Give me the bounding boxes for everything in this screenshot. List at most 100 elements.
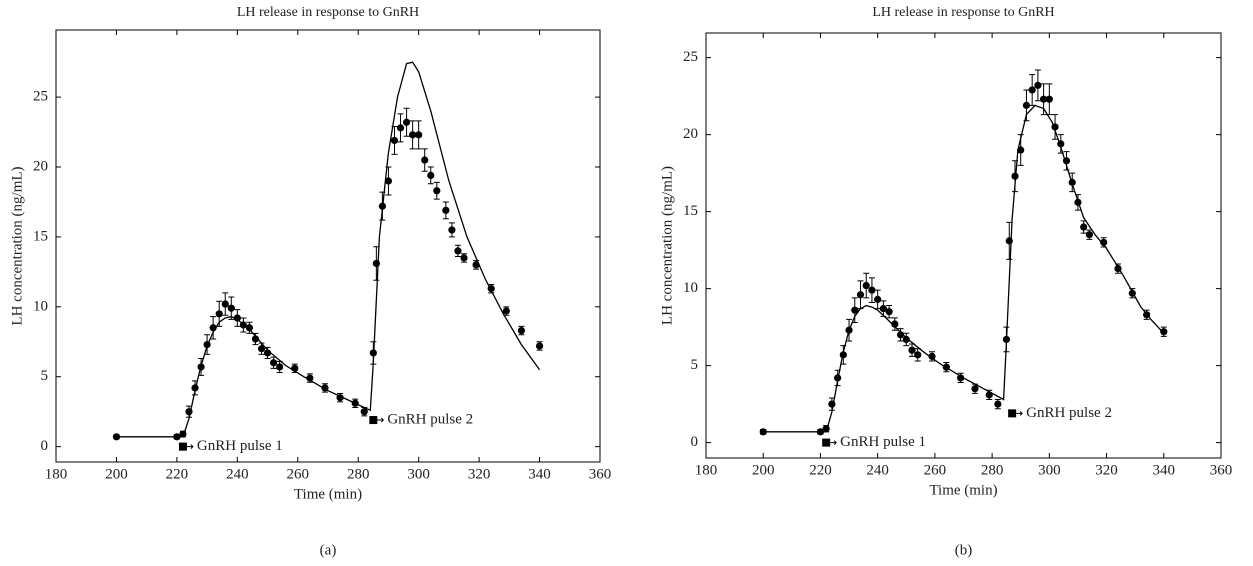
data-point — [221, 300, 229, 308]
y-tick-label: 15 — [683, 203, 698, 219]
data-point — [369, 349, 377, 357]
data-point — [239, 321, 247, 329]
data-point — [179, 430, 187, 438]
x-tick-label: 200 — [752, 462, 775, 478]
y-tick-label: 5 — [691, 357, 699, 373]
y-tick-label: 10 — [683, 280, 698, 296]
x-tick-label: 200 — [105, 466, 128, 482]
data-point — [1100, 238, 1108, 247]
data-point — [433, 187, 441, 195]
data-point — [874, 295, 882, 303]
chart-title: LH release in response to GnRH — [237, 5, 419, 20]
data-point — [448, 226, 456, 234]
y-tick-label: 15 — [33, 228, 48, 244]
data-point — [203, 340, 211, 349]
x-tick-label: 300 — [407, 466, 430, 482]
data-point — [928, 352, 936, 360]
annotation: GnRH pulse 1 — [197, 438, 283, 454]
data-point — [879, 305, 887, 313]
data-point — [1040, 95, 1048, 103]
data-point — [291, 364, 299, 372]
data-point — [828, 400, 836, 408]
y-tick-label: 20 — [683, 126, 698, 142]
data-point — [759, 428, 767, 436]
x-tick-label: 180 — [45, 466, 68, 482]
x-tick-label: 340 — [1153, 462, 1176, 478]
data-point — [263, 349, 272, 357]
x-tick-label: 220 — [809, 462, 832, 478]
x-tick-label: 220 — [166, 466, 189, 482]
data-point — [415, 131, 423, 139]
y-tick-label: 0 — [41, 438, 49, 454]
pulse-marker — [369, 416, 378, 425]
data-point — [472, 261, 480, 269]
data-point — [185, 408, 193, 416]
data-point — [209, 324, 217, 332]
x-tick-label: 260 — [287, 466, 310, 482]
plot-frame — [705, 32, 1222, 459]
data-point — [942, 363, 950, 371]
data-point — [994, 400, 1002, 408]
x-tick-label: 240 — [226, 466, 249, 482]
x-tick-label: 280 — [981, 462, 1004, 478]
x-tick-label: 320 — [1095, 462, 1118, 478]
data-point — [390, 136, 399, 145]
data-point — [1074, 198, 1082, 206]
chart-title: LH release in response to GnRH — [872, 5, 1054, 20]
x-tick-label: 240 — [866, 462, 889, 478]
x-tick-label: 360 — [589, 466, 612, 482]
data-point — [868, 286, 876, 294]
data-point — [845, 326, 853, 334]
data-point — [1114, 264, 1122, 273]
data-point — [896, 331, 905, 339]
x-tick-label: 320 — [468, 466, 491, 482]
data-point — [112, 433, 121, 441]
caption: (a) — [320, 542, 337, 558]
data-point — [270, 359, 278, 367]
annotation: GnRH pulse 1 — [840, 434, 926, 450]
data-point — [822, 425, 830, 433]
data-point — [257, 345, 266, 353]
annotation: GnRH pulse 2 — [387, 411, 473, 427]
y-tick-label: 25 — [33, 89, 48, 105]
data-point — [378, 202, 386, 210]
y-tick-label: 20 — [33, 158, 48, 174]
y-axis-label: LH concentration (ng/mL) — [659, 166, 675, 325]
x-axis-label: Time (min) — [929, 482, 997, 498]
data-point — [1002, 335, 1011, 344]
pulse-marker — [178, 442, 187, 451]
x-tick-label: 180 — [695, 462, 718, 478]
data-point — [336, 394, 344, 402]
pulse-arrow — [1016, 410, 1023, 416]
data-point — [816, 428, 825, 436]
data-point — [173, 433, 181, 441]
data-point — [517, 326, 526, 335]
data-point — [985, 391, 993, 399]
data-point — [191, 384, 199, 392]
x-axis-label: Time (min) — [294, 486, 362, 502]
data-point — [1005, 237, 1013, 245]
data-point — [839, 351, 847, 359]
data-point — [1160, 328, 1168, 336]
data-point — [421, 156, 429, 164]
x-tick-label: 340 — [528, 466, 551, 482]
y-tick-label: 0 — [691, 434, 699, 450]
y-tick-label: 25 — [683, 49, 698, 65]
data-point — [908, 346, 916, 354]
data-point — [233, 314, 241, 322]
y-tick-label: 10 — [33, 298, 48, 314]
data-point — [1068, 178, 1076, 186]
data-point — [384, 177, 393, 185]
pulse-arrow — [186, 444, 194, 449]
data-point — [321, 384, 329, 392]
data-point — [227, 304, 235, 312]
x-tick-label: 300 — [1038, 462, 1061, 478]
data-point — [891, 320, 899, 328]
annotation: GnRH pulse 2 — [1026, 405, 1112, 421]
data-point — [1051, 123, 1059, 131]
data-point — [862, 281, 870, 290]
data-point — [351, 399, 359, 407]
model-line — [763, 104, 1165, 433]
data-point — [914, 351, 922, 359]
